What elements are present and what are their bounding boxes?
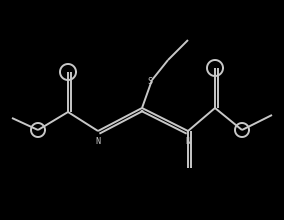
- Text: N: N: [185, 137, 191, 146]
- Text: S: S: [147, 77, 153, 86]
- Text: N: N: [95, 137, 101, 146]
